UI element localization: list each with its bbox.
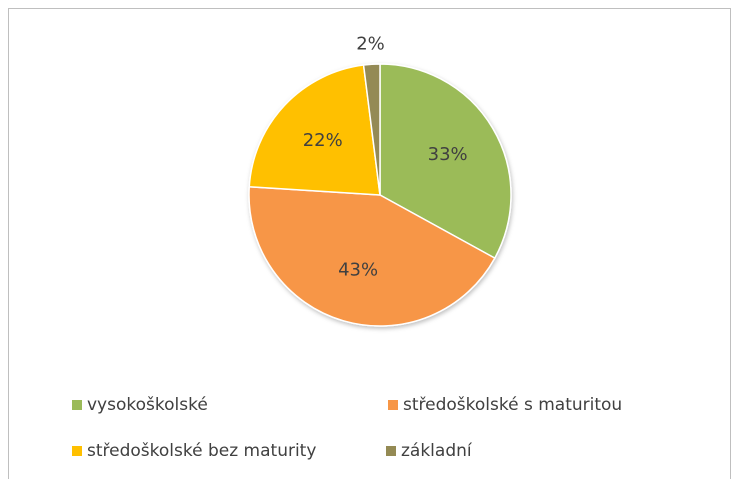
legend-label: vysokoškolské (87, 395, 208, 415)
legend-label: středoškolské bez maturity (87, 441, 316, 461)
data-label: 2% (356, 33, 385, 54)
chart-frame (8, 8, 731, 479)
pie-slice (379, 63, 512, 260)
pie-slice (248, 185, 496, 327)
legend-swatch (72, 446, 82, 456)
legend-label: základní (401, 441, 473, 461)
legend-swatch (386, 446, 396, 456)
pie-slice (362, 63, 381, 196)
data-label: 22% (303, 130, 343, 151)
data-label: 33% (428, 144, 468, 165)
legend-swatch (388, 400, 398, 410)
legend-swatch (72, 400, 82, 410)
data-label: 43% (338, 259, 378, 280)
pie (248, 63, 512, 327)
pie-slice (248, 64, 381, 196)
legend-label: středoškolské s maturitou (403, 395, 622, 415)
